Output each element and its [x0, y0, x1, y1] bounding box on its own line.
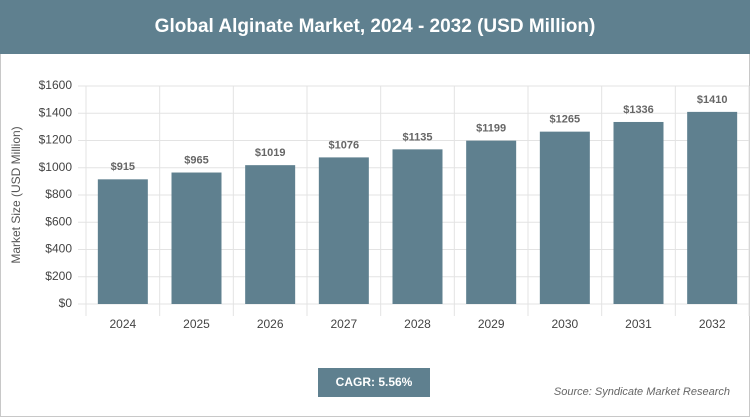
x-tick-label: 2024	[109, 317, 136, 331]
y-axis-label: Market Size (USD Million)	[9, 126, 23, 263]
y-tick-label: $1200	[39, 133, 73, 147]
bar	[539, 131, 590, 304]
bar	[245, 165, 296, 304]
value-label: $965	[184, 154, 208, 166]
bar	[318, 157, 369, 304]
x-tick-label: 2032	[699, 317, 726, 331]
value-label: $1410	[697, 94, 728, 106]
value-label: $1019	[255, 147, 286, 159]
y-tick-label: $200	[45, 269, 72, 283]
x-tick-label: 2025	[183, 317, 210, 331]
x-tick-label: 2029	[478, 317, 505, 331]
x-tick-label: 2028	[404, 317, 431, 331]
cagr-box	[318, 368, 430, 397]
value-label: $1076	[329, 139, 360, 151]
header	[0, 0, 750, 54]
bar	[687, 111, 738, 304]
x-tick-label: 2031	[625, 317, 652, 331]
y-tick-label: $0	[59, 296, 73, 310]
y-tick-label: $1600	[39, 78, 73, 92]
x-tick-label: 2026	[257, 317, 284, 331]
y-tick-label: $400	[45, 242, 72, 256]
value-label: $1135	[403, 131, 433, 143]
cagr-label: CAGR: 5.56%	[336, 375, 413, 389]
value-label: $1265	[550, 114, 581, 126]
bar	[466, 140, 517, 304]
x-tick-label: 2027	[330, 317, 357, 331]
value-label: $1336	[623, 104, 654, 116]
bar	[171, 172, 222, 304]
value-label: $1199	[476, 123, 506, 135]
y-tick-label: $600	[45, 214, 72, 228]
value-label: $915	[111, 161, 135, 173]
source-note: Source: Syndicate Market Research	[554, 386, 730, 398]
bar	[97, 179, 148, 304]
y-tick-label: $1000	[39, 160, 73, 174]
bar	[392, 149, 443, 304]
y-tick-label: $1400	[39, 105, 73, 119]
bar	[613, 121, 664, 304]
x-tick-label: 2030	[551, 317, 578, 331]
chart-title: Global Alginate Market, 2024 - 2032 (USD…	[155, 16, 596, 37]
y-tick-label: $800	[45, 187, 72, 201]
